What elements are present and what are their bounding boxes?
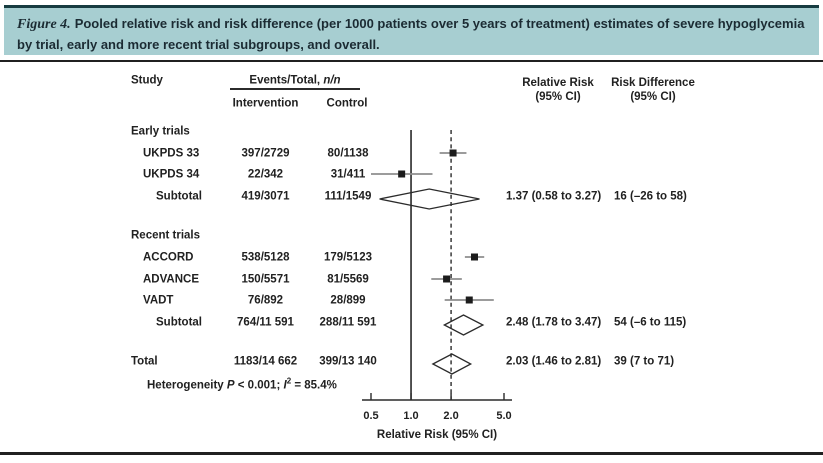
intervention-value: 76/892 [247,294,284,307]
study-label: VADT [143,294,174,307]
figure-label: Figure 4. [17,17,71,32]
relative-risk-header-line2: (95% CI) [535,91,581,103]
subtotal-label: Subtotal [156,316,202,329]
point-estimate-marker [465,296,473,304]
pooled-diamond [442,314,485,336]
total-label: Total [131,355,158,368]
forest-plot-svg: 0.5 1.0 2.0 5.0 Relative Risk (95% CI) [362,130,512,441]
risk-difference-header-line2: (95% CI) [630,91,676,103]
pooled-diamond [431,353,473,375]
control-value: 179/5123 [324,251,372,264]
het-mid: < 0.001; [234,379,284,392]
intervention-value: 764/11 591 [237,316,294,329]
control-value: 81/5569 [327,273,369,286]
intervention-value: 22/342 [247,168,284,181]
relative-risk-header-line1: Relative Risk [522,77,594,89]
group-label: Early trials [131,125,190,138]
relative-risk-value: 2.03 (1.46 to 2.81) [506,355,602,368]
het-suffix: = 85.4% [291,379,337,392]
intervention-value: 538/5128 [241,251,290,264]
events-header-nn: n/n [323,74,341,87]
pooled-diamond [379,188,480,210]
heterogeneity-note: Heterogeneity P < 0.001; I2 = 85.4% [147,377,337,392]
point-estimate-marker [398,170,406,178]
point-estimate-marker [470,253,478,261]
x-axis-tick-label: 1.0 [403,410,418,422]
figure-caption-text: Pooled relative risk and risk difference… [17,16,805,52]
control-value: 28/899 [330,294,366,307]
intervention-value: 397/2729 [241,147,290,160]
study-label: UKPDS 33 [143,147,200,160]
het-i-symbol: I [283,379,287,392]
intervention-value: 150/5571 [241,273,290,286]
risk-difference-value: 39 (7 to 71) [614,355,675,368]
group-label: Recent trials [131,229,201,242]
column-header-study: Study [131,74,163,87]
column-header-control: Control [326,97,368,110]
subtotal-label: Subtotal [156,190,202,203]
control-value: 111/1549 [324,190,372,203]
het-prefix: Heterogeneity [147,379,227,392]
x-axis-tick-label: 0.5 [363,410,378,422]
study-label: ADVANCE [143,273,200,286]
events-header-text: Events/Total, [249,74,324,87]
control-value: 31/411 [330,168,366,181]
x-axis-tick-label: 5.0 [496,410,511,422]
point-estimate-marker [449,149,457,157]
intervention-value: 1183/14 662 [233,355,298,368]
column-header-relative-risk: Relative Risk (95% CI) [505,76,611,104]
control-value: 399/13 140 [319,355,377,368]
events-header-underline [230,88,360,90]
figure-caption: Figure 4. Pooled relative risk and risk d… [4,5,819,55]
study-label: ACCORD [143,251,194,264]
intervention-value: 419/3071 [241,190,290,203]
control-value: 288/11 591 [319,316,377,329]
x-axis-tick-label: 2.0 [443,410,458,422]
column-header-risk-difference: Risk Difference (95% CI) [602,76,704,104]
point-estimate-marker [443,275,451,283]
risk-difference-value: 54 (–6 to 115) [614,316,687,329]
risk-difference-value: 16 (–26 to 58) [614,190,687,203]
header-divider-rule [0,60,823,62]
x-axis-title: Relative Risk (95% CI) [377,429,497,441]
het-i-superscript: 2 [286,376,292,386]
het-p-symbol: P [226,379,235,392]
risk-difference-header-line1: Risk Difference [611,77,695,89]
relative-risk-value: 1.37 (0.58 to 3.27) [506,190,602,203]
figure-bottom-rule [0,452,823,455]
column-header-events: Events/Total, n/n [230,75,360,87]
control-value: 80/1138 [327,147,369,160]
relative-risk-value: 2.48 (1.78 to 3.47) [506,316,602,329]
study-label: UKPDS 34 [143,168,200,181]
column-header-intervention: Intervention [232,97,299,110]
